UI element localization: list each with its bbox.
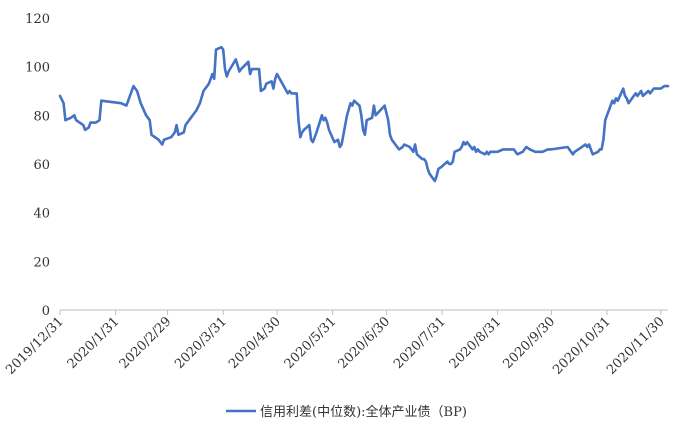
y-tick-label: 100: [25, 61, 50, 76]
y-tick-label: 40: [33, 207, 50, 222]
legend-label: 信用利差(中位数):全体产业债（BP): [260, 404, 467, 420]
x-tick-label: 2020/7/31: [391, 314, 449, 372]
y-axis: 0 20 40 60 80 100 120: [25, 12, 50, 319]
x-axis: 2019/12/312020/1/312020/2/292020/3/31202…: [3, 310, 668, 378]
x-tick-label: 2019/12/31: [3, 314, 67, 378]
x-tick-label: 2020/6/30: [335, 314, 393, 372]
y-tick-label: 80: [33, 109, 50, 124]
y-tick-label: 60: [33, 158, 50, 173]
y-tick-label: 0: [42, 304, 50, 319]
x-tick-label: 2020/9/30: [500, 314, 558, 372]
x-tick-label: 2020/8/31: [447, 314, 505, 372]
x-tick-label: 2020/5/31: [282, 314, 340, 372]
x-tick-label: 2020/11/30: [604, 314, 668, 378]
y-tick-label: 20: [33, 255, 50, 270]
x-tick-label: 2020/3/31: [172, 314, 230, 372]
x-tick-label: 2020/4/30: [226, 314, 284, 372]
legend: 信用利差(中位数):全体产业债（BP): [226, 404, 467, 420]
x-tick-label: 2020/2/29: [117, 314, 175, 372]
x-tick-label: 2020/1/31: [65, 314, 123, 372]
y-tick-label: 120: [25, 12, 50, 27]
series-line: [58, 45, 670, 183]
